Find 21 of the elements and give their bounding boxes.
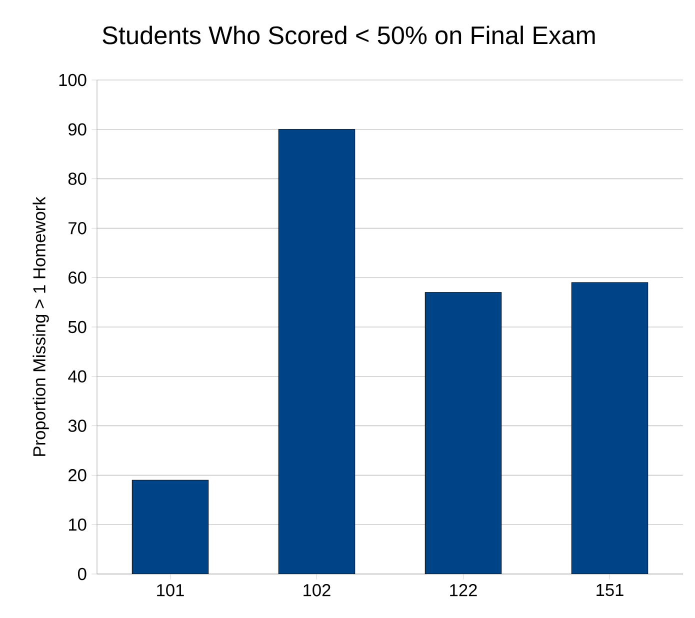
chart-title: Students Who Scored < 50% on Final Exam bbox=[102, 26, 595, 44]
y-tick-label: 60 bbox=[68, 271, 86, 284]
y-tick-label: 80 bbox=[68, 172, 86, 185]
y-tick-label: 10 bbox=[68, 518, 86, 531]
y-axis-title: Proportion Missing > 1 Homework bbox=[32, 196, 49, 456]
y-tick-label: 40 bbox=[68, 370, 86, 383]
x-tick-label: 122 bbox=[450, 584, 477, 596]
y-tick-label: 70 bbox=[68, 222, 86, 234]
x-tick-label: 102 bbox=[304, 584, 330, 596]
y-tick-label: 20 bbox=[68, 469, 86, 482]
bar bbox=[278, 129, 356, 574]
y-tick-label: 90 bbox=[68, 123, 86, 136]
y-tick-label: 0 bbox=[78, 568, 86, 580]
x-tick-label: 151 bbox=[596, 584, 624, 596]
y-tick-label: 50 bbox=[68, 320, 86, 334]
y-tick-label: 30 bbox=[68, 420, 86, 432]
bar bbox=[132, 480, 209, 574]
x-tick-label: 101 bbox=[157, 584, 184, 596]
y-tick-label: 100 bbox=[59, 74, 86, 86]
bar bbox=[571, 282, 648, 574]
bar bbox=[424, 292, 502, 574]
